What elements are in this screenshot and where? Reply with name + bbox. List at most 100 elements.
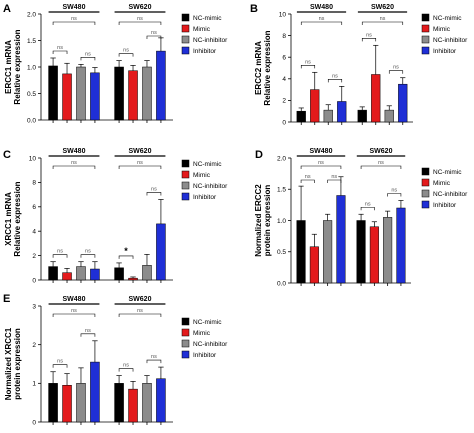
panel-c-significance-label: ns [137,160,143,166]
panel-c-bar-sw480-nc-mimic [48,266,58,281]
panel-c-y-tick-label: 6 [32,204,36,211]
panel-e-group-label: SW620 [129,296,152,303]
panel-e-y-tick-label: 2 [32,342,36,349]
panel-a-legend-swatch-nc-mimic [181,13,190,22]
panel-e-significance-label: ns [123,363,129,369]
panel-c-significance-label: ns [71,160,77,166]
panel-d-significance-label: ns [318,160,324,166]
panel-d-legend-label-nc-inhibitor: NC-inhibitor [433,191,468,198]
panel-d-legend-label-mimic: Mimic [433,180,451,187]
panel-c-significance-label: ns [57,249,63,255]
panel-c-group-label: SW480 [63,148,86,155]
panel-a-significance-label: ns [71,16,77,22]
panel-b-significance-label: ns [366,32,372,38]
panel-b-y-tick-label: 2 [282,98,286,105]
panel-e-significance-bracket [146,359,162,364]
panel-a-group-label: SW620 [129,4,152,11]
panel-b-legend-swatch-inhibitor [421,46,430,55]
panel-d-bar-sw620-mimic [369,226,379,284]
panel-d-significance-bracket [300,179,315,183]
panel-e-bar-sw480-inhibitor [90,361,100,423]
panel-b-significance-label: ns [332,73,338,79]
panel-e-significance-label: ns [85,328,91,334]
panel-b-y-tick-label: 0 [282,119,286,126]
panel-a-significance-bracket [52,21,96,25]
panel-c-bar-sw480-inhibitor [90,268,100,281]
panel-d-y-tick-label: 0.5 [277,249,286,256]
panel-a-group-label: SW480 [63,4,86,11]
panel-c-legend-swatch-nc-inhibitor [181,181,190,190]
panel-d-y-tick-label: 0.0 [277,280,286,287]
panel-e-y-axis-title: Normalized XRCC1 [4,327,13,400]
panel-d-legend-swatch-mimic [421,178,430,187]
panel-b-y-axis-title: ERCC2 mRNA [254,41,263,95]
panel-e-bar-sw480-nc-mimic [48,383,58,423]
panel-e-bar-sw620-mimic [128,388,138,423]
panel-e-legend-swatch-nc-mimic [181,317,190,326]
panel-a-y-tick-label: 1.0 [27,64,36,71]
panel-e-significance-label: ns [71,308,77,314]
panel-c-y-tick-label: 2 [32,253,36,260]
panel-a-bar-sw480-nc-mimic [48,65,58,121]
panel-b-significance-bracket [300,21,343,25]
panel-c-significance-bracket [146,192,162,196]
panel-d-significance-label: ns [331,174,337,180]
panel-b-significance-label: ns [380,16,386,22]
panel-e-y-tick-label: 0 [32,419,36,426]
panel-b-group-label: SW620 [371,4,394,11]
panel-c-significance-bracket [118,165,162,169]
panel-e-significance-bracket [118,368,134,372]
panel-b-significance-bracket [327,79,343,83]
panel-a-bar-sw620-nc-inhibitor [142,66,152,121]
panel-d-legend-label-inhibitor: Inhibitor [433,202,457,209]
panel-a-legend-label-mimic: Mimic [193,26,211,33]
panel-b-legend-label-mimic: Mimic [433,26,451,33]
panel-d-significance-label: ns [365,201,371,207]
panel-c-y-tick-label: 4 [32,229,36,236]
panel-c-legend-swatch-inhibitor [181,192,190,201]
panel-a-y-tick-label: 0.0 [27,117,36,124]
panel-c-legend-swatch-mimic [181,170,190,179]
panel-c-legend-swatch-nc-mimic [181,159,190,168]
panel-d-legend-label-nc-mimic: NC-mimic [433,169,462,176]
panel-e-legend-swatch-mimic [181,328,190,337]
panel-d-significance-bracket [387,193,402,197]
panel-a-y-tick-label: 0.5 [27,91,36,98]
panel-d-bar-sw480-inhibitor [336,195,346,284]
panel-e-group-label: SW480 [63,296,86,303]
panel-c-group-label: SW620 [129,148,152,155]
panel-b-bar-sw480-nc-mimic [296,110,306,123]
panel-c-legend-label-inhibitor: Inhibitor [193,194,217,201]
panel-b-legend-label-inhibitor: Inhibitor [433,48,457,55]
panel-e-bar-sw620-inhibitor [156,378,166,423]
panel-d-legend-swatch-inhibitor [421,200,430,209]
panel-a-significance-bracket [80,57,96,61]
panel-d-significance-bracket [360,165,402,169]
panel-c-legend-label-mimic: Mimic [193,172,211,179]
panel-a-bar-sw620-inhibitor [156,50,166,121]
panel-b-bar-sw480-nc-inhibitor [323,109,333,123]
panel-a-significance-label: ns [57,45,63,51]
panel-b-legend-label-nc-inhibitor: NC-inhibitor [433,37,468,44]
panel-c-significance-label: ns [85,249,91,255]
panel-b-y-tick-label: 6 [282,55,286,62]
panel-e-significance-label: ns [137,308,143,314]
panel-c-label: C [3,149,11,161]
panel-a-significance-bracket [146,35,162,39]
panel-d-y-tick-label: 1.5 [277,187,286,194]
panel-b-bar-sw480-mimic [310,89,320,123]
panel-c-bar-sw620-inhibitor [156,223,166,281]
panel-d-bar-sw480-nc-mimic [296,220,306,284]
panel-d-y-tick-label: 2.0 [277,155,286,162]
panel-a-label: A [3,3,11,15]
panel-d-significance-bracket [360,206,375,211]
panel-a-significance-label: ns [123,48,129,54]
panel-e-legend-label-nc-inhibitor: NC-inhibitor [193,341,228,348]
panel-d-significance-label: ns [378,160,384,166]
panel-b-bar-sw480-inhibitor [337,101,347,123]
panel-e-bar-sw480-mimic [62,385,72,423]
panel-c-y-tick-label: 0 [32,277,36,284]
panel-c-significance-label: * [124,246,128,256]
panel-b-bar-sw620-mimic [371,74,381,123]
